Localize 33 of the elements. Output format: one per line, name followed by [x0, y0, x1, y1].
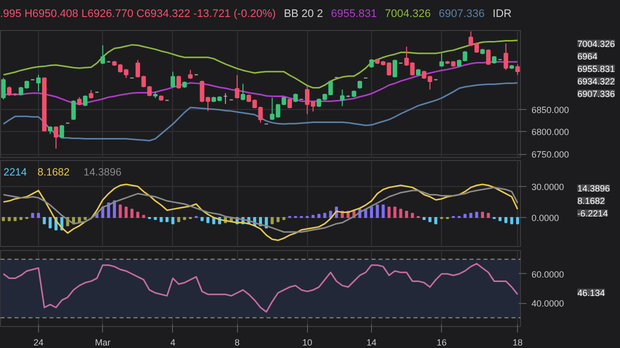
text: 8.1682: [577, 196, 605, 206]
text: 7004.326: [384, 8, 431, 20]
y-axis-title: IDR: [492, 7, 512, 22]
text: 6955.831: [330, 8, 377, 20]
text: 2214: [4, 166, 28, 178]
x-tick-label: Mar: [94, 338, 110, 348]
series-label: 8.1682: [38, 166, 70, 178]
y-tick-label: 40.0000: [532, 298, 564, 309]
x-tick-label: 24: [33, 338, 44, 348]
legend-title: BB 20 2: [284, 8, 323, 20]
y-tick-label: 30.0000: [532, 182, 564, 192]
x-tick-label: 8: [234, 338, 240, 348]
text: 6964: [577, 51, 598, 62]
y-tick-label: 60.0000: [532, 269, 564, 280]
y-tick-label: 6750.000: [532, 150, 570, 160]
y-tick-label: 6850.000: [532, 104, 570, 115]
text: 6934.322: [577, 76, 615, 86]
x-tick-label: 18: [512, 338, 523, 348]
text: 6907.336: [438, 8, 485, 20]
text: 6955.831: [577, 64, 615, 74]
x-tick-label: 4: [170, 338, 176, 348]
text: 6907.336: [577, 88, 615, 99]
y-tick-label: 6800.000: [532, 127, 570, 138]
y-tick-label: 0.0000: [532, 212, 560, 223]
x-tick-label: 10: [302, 338, 312, 348]
x-tick-label: 16: [436, 338, 447, 348]
text: 7004.326: [577, 38, 615, 49]
text: -6.2214: [577, 208, 608, 219]
chart-title: .995 H6950.408 L6926.770 C6934.322 -13.721 (-0.20%): [0, 8, 276, 20]
x-tick-label: 14: [366, 338, 377, 348]
text: 14.3896: [577, 184, 610, 194]
series-label: 14.3896: [84, 166, 122, 178]
text: 46.134: [577, 288, 605, 298]
